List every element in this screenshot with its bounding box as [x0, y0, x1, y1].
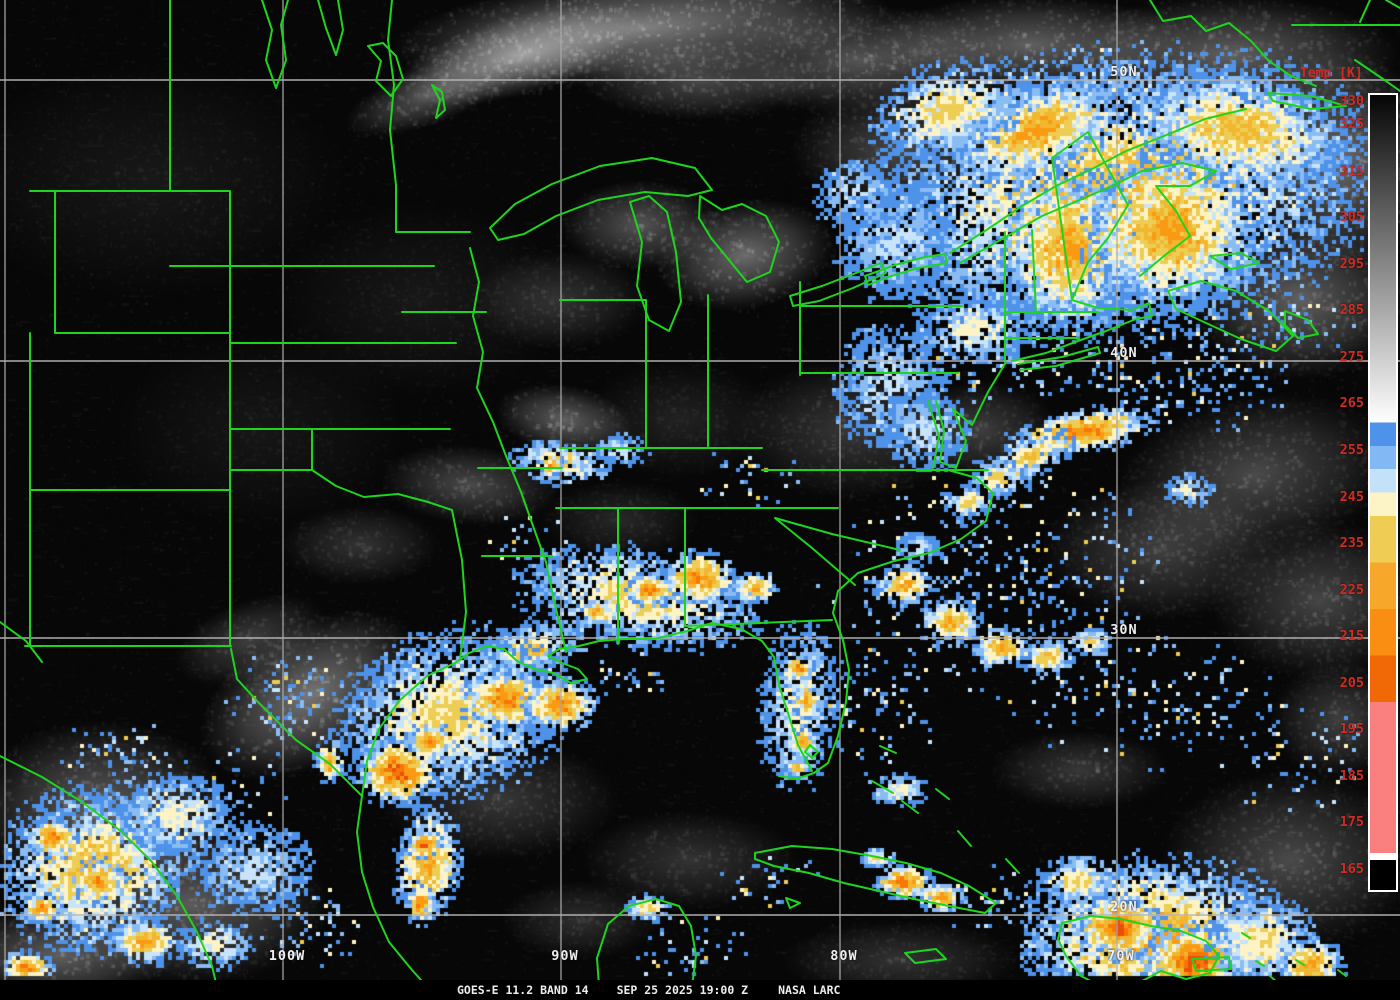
gridline-parallel-40N: [0, 360, 1400, 362]
colorbar-tick-295: 295: [1339, 255, 1364, 272]
pei-coastline: [1209, 252, 1260, 270]
colorbar-tick-195: 195: [1339, 721, 1364, 738]
gridline-meridian-100W: [282, 0, 284, 980]
gridline-meridian-90W: [560, 0, 562, 980]
st-lawrence-canada: [949, 108, 1247, 277]
canadian-lakes: [261, 0, 446, 119]
state-borders-midwest-south: [395, 231, 989, 645]
lake-huron-outline: [698, 195, 780, 283]
gridline-meridian-70W: [1116, 0, 1118, 980]
lake-okeechobee: [804, 744, 819, 759]
caption-bar: GOES-E 11.2 BAND 14 SEP 25 2025 19:00 Z …: [0, 980, 1400, 1000]
rio-grande-border: [230, 648, 363, 797]
colorbar-tick-255: 255: [1339, 441, 1364, 458]
latitude-label-30N: 30N: [1110, 622, 1138, 638]
colorbar-tick-245: 245: [1339, 488, 1364, 505]
yucatan-coastline: [596, 898, 697, 1000]
latitude-label-20N: 20N: [1110, 899, 1138, 915]
colorbar-tick-205: 205: [1339, 674, 1364, 691]
nova-scotia-coastline: [1167, 280, 1319, 352]
puerto-rico-coastline: [1191, 956, 1232, 972]
colorbar-tick-325: 325: [1339, 116, 1364, 133]
hispaniola-coastline: [1057, 915, 1220, 990]
colorbar-tick-165: 165: [1339, 860, 1364, 877]
longitude-label-90W: 90W: [551, 948, 579, 964]
lake-superior-outline: [489, 157, 713, 241]
latitude-label-50N: 50N: [1110, 64, 1138, 80]
gridline-meridian-80W: [839, 0, 841, 980]
colorbar-tick-175: 175: [1339, 814, 1364, 831]
caption-datetime: SEP 25 2025 19:00 Z: [616, 983, 749, 997]
bahamas-islands: [871, 745, 1020, 874]
latitude-label-40N: 40N: [1110, 345, 1138, 361]
lesser-antilles-islands: [1241, 932, 1358, 991]
colorbar-tick-215: 215: [1339, 628, 1364, 645]
longitude-label-70W: 70W: [1107, 948, 1135, 964]
gridline-meridian-unlabeled: [4, 0, 6, 980]
colorbar-tick-305: 305: [1339, 209, 1364, 226]
colorbar-tick-315: 315: [1339, 162, 1364, 179]
colorbar-tick-285: 285: [1339, 302, 1364, 319]
jamaica-coastline: [904, 948, 947, 964]
caption-product: GOES-E 11.2 BAND 14: [457, 983, 589, 997]
colorbar-tick-275: 275: [1339, 348, 1364, 365]
colorbar-tick-330: 330: [1339, 93, 1364, 109]
cuba-coastline: [754, 845, 997, 914]
new-england-borders: [1004, 131, 1129, 361]
lake-erie-outline: [789, 262, 887, 307]
east-gulf-coastline: [361, 204, 1153, 797]
longitude-label-100W: 100W: [268, 948, 306, 964]
gridline-parallel-50N: [0, 79, 1400, 81]
mississippi-river: [469, 247, 567, 653]
caption-credit: NASA LARC: [778, 983, 841, 997]
lake-michigan-outline: [629, 195, 682, 332]
colorbar-tick-185: 185: [1339, 767, 1364, 784]
colorbar-tick-225: 225: [1339, 581, 1364, 598]
temperature-colorbar: [1368, 93, 1398, 892]
state-borders-west: [24, 0, 467, 661]
lake-ontario-outline: [864, 253, 948, 286]
gridline-parallel-30N: [0, 637, 1400, 639]
gridline-parallel-20N: [0, 914, 1400, 916]
colorbar-tick-265: 265: [1339, 395, 1364, 412]
longitude-label-80W: 80W: [830, 948, 858, 964]
colorbar-tick-235: 235: [1339, 535, 1364, 552]
colorbar-title: Temp [K]: [1300, 66, 1363, 81]
gulf-stlawrence-north-shore: [1149, 0, 1400, 110]
